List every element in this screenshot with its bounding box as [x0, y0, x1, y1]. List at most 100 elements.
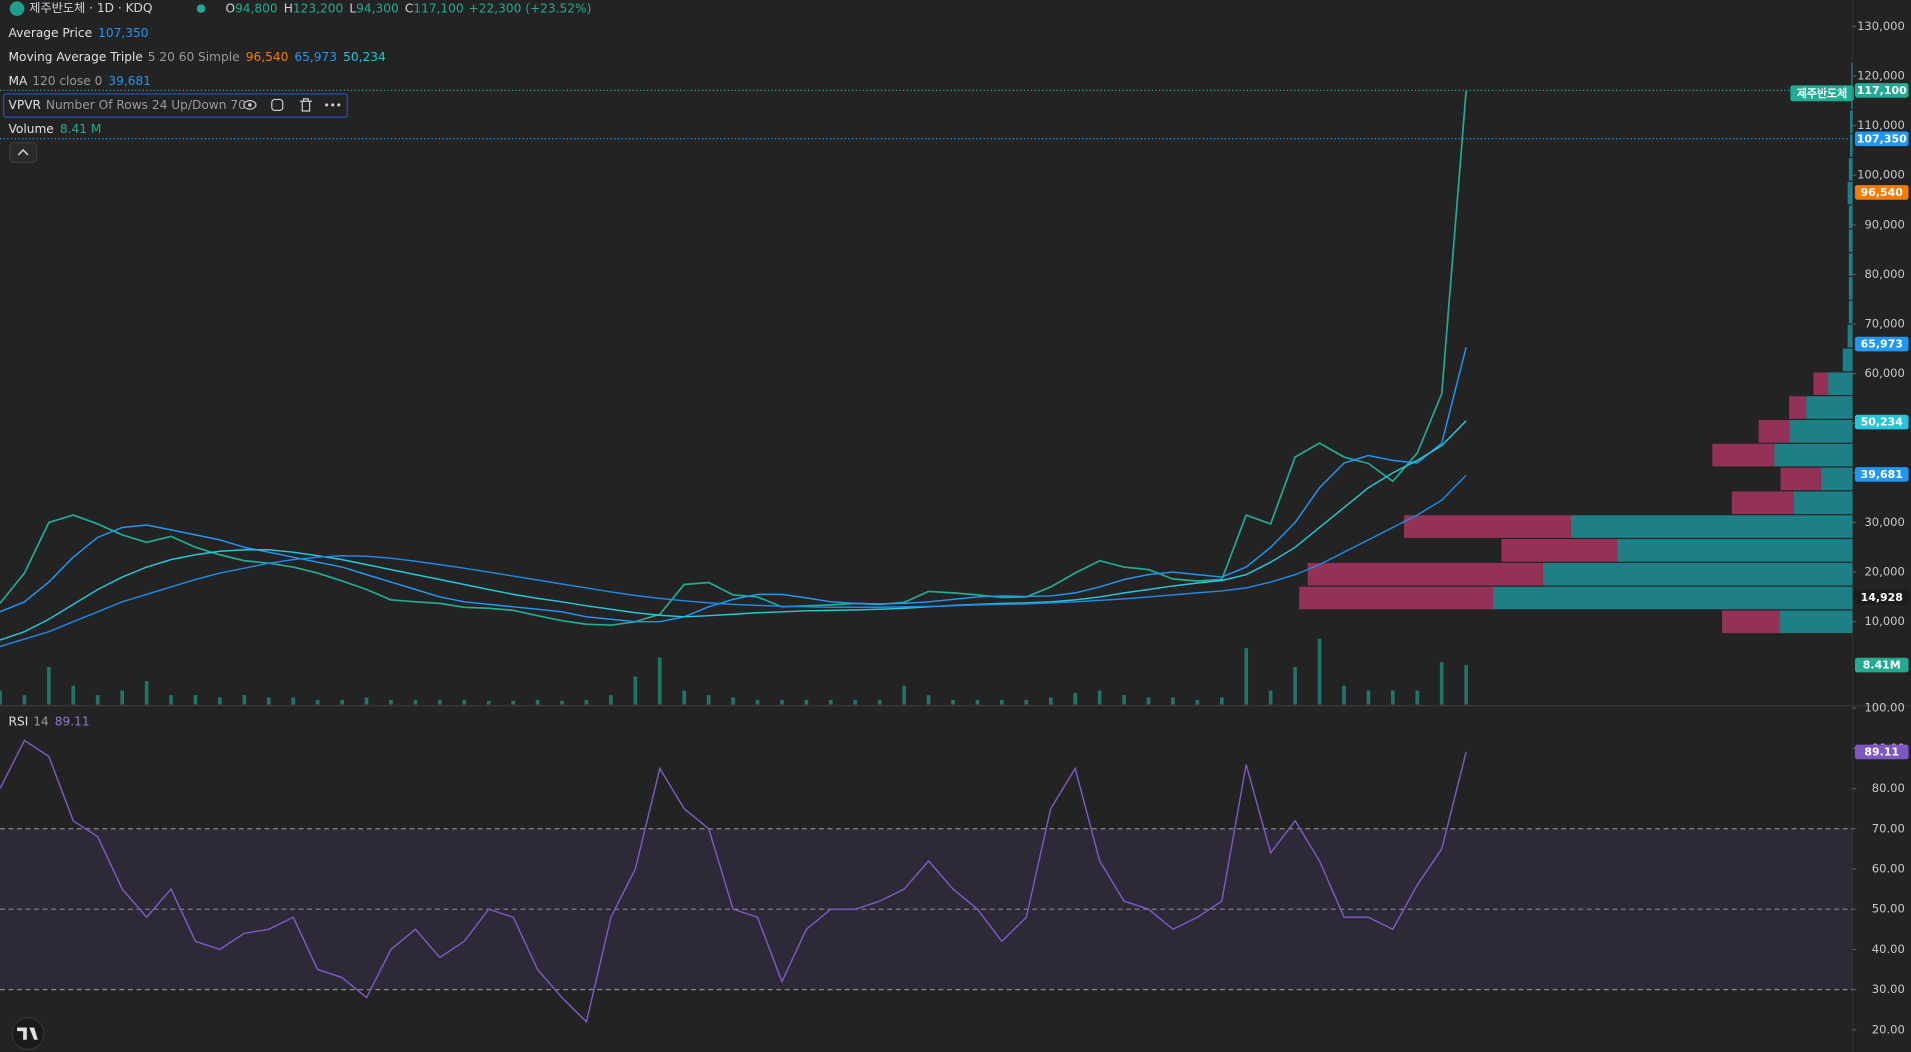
volume-bar: [438, 699, 442, 705]
vpvr-up: [1570, 515, 1853, 538]
legend-name: Average Price: [9, 26, 93, 40]
price-marker-label: 14,928: [1861, 591, 1903, 604]
volume-bar: [218, 697, 222, 705]
ohlc: O94,800 H123,200 L94,300 C117,100 +22,300 (+…: [225, 1, 591, 15]
volume-bar: [1391, 690, 1395, 705]
volume-bar: [1366, 690, 1371, 705]
volume-bar: [853, 699, 858, 705]
vpvr-up: [1850, 134, 1853, 157]
y-tick-label: 90,000: [1864, 217, 1904, 231]
eye-icon[interactable]: [243, 100, 257, 110]
ohlc-key: C: [405, 1, 414, 15]
vpvr-up: [1848, 158, 1853, 181]
tv-logo[interactable]: [11, 1017, 45, 1051]
legend-value: 65,973: [294, 50, 337, 64]
price-marker: [1854, 83, 1909, 98]
legend-value: 96,540: [246, 50, 289, 64]
vpvr-up: [1851, 62, 1853, 86]
volume-bar: [291, 697, 296, 705]
vpvr-up: [1848, 277, 1853, 300]
vpvr-up: [1848, 205, 1853, 229]
volume-bar: [413, 699, 418, 705]
vpvr-up: [1794, 491, 1853, 515]
y-tick-label: 80,000: [1864, 267, 1904, 281]
volume-bar: [1048, 697, 1053, 705]
vpvr-down: [1722, 610, 1780, 634]
volume-bar: [609, 695, 613, 705]
price-marker: [1854, 185, 1909, 200]
legend-params: Number Of Rows 24 Up/Down 70: [46, 98, 246, 112]
vpvr-up: [1806, 396, 1853, 419]
legend-row: Moving Average Triple 5 20 60 Simple 96,54…: [9, 50, 386, 64]
delete-icon[interactable]: [299, 98, 312, 112]
legend-name: RSI: [9, 714, 29, 728]
ohlc-value: 94,800: [235, 1, 278, 15]
volume-bar: [1268, 690, 1273, 705]
legend-selected-box: [3, 93, 348, 118]
volume-bar: [266, 697, 271, 705]
settings-icon[interactable]: [271, 98, 284, 112]
vpvr-up: [1492, 586, 1853, 610]
moving-average: [0, 347, 1467, 623]
legend-value: 89.11: [55, 714, 90, 728]
volume-bar: [364, 697, 369, 705]
symbol-tag: [1790, 85, 1854, 102]
volume-bar: [682, 690, 687, 705]
ohlc-change: +22,300 (+23.52%): [469, 1, 592, 15]
vpvr-down: [1307, 562, 1543, 586]
legend-value: 107,350: [98, 26, 148, 40]
legend-row: Volume 8.41 M: [9, 122, 102, 136]
legend-row: RSI 14 89.11: [9, 714, 90, 728]
more-icon[interactable]: [325, 103, 341, 107]
volume-bar: [951, 699, 955, 705]
volume-bar: [1293, 666, 1297, 705]
volume-bar: [804, 699, 809, 705]
price-marker-label: 39,681: [1861, 468, 1903, 481]
volume-bar: [1439, 662, 1444, 705]
moving-average: [0, 474, 1467, 648]
vpvr-up: [1789, 420, 1853, 443]
vpvr-down: [1404, 515, 1571, 538]
volume-bar: [1464, 665, 1468, 705]
vpvr-down: [1731, 491, 1794, 515]
vpvr-up: [1848, 253, 1853, 276]
volume-bar: [535, 699, 540, 705]
vpvr-up: [1542, 562, 1853, 586]
eye-pupil: [248, 103, 252, 107]
vpvr-up: [1847, 324, 1853, 348]
market-status: [196, 4, 206, 13]
legend-params: 5 20 60 Simple: [148, 50, 240, 64]
vpvr-up: [1774, 443, 1853, 467]
y-tick-label: 40.00: [1872, 942, 1905, 956]
price-marker-label: 107,350: [1857, 132, 1907, 145]
vpvr-up: [1828, 372, 1853, 395]
vpvr-up: [1779, 610, 1853, 634]
legend-params: 14: [33, 714, 49, 728]
price-marker: [1854, 657, 1909, 673]
volume-bar: [1073, 692, 1078, 705]
volume-bar: [1244, 648, 1249, 705]
price-marker: [1854, 467, 1909, 482]
y-tick-label: 100,000: [1857, 168, 1905, 182]
symbol-logo: [9, 1, 25, 16]
volume-bar: [731, 697, 735, 705]
vpvr-up: [1847, 181, 1853, 205]
volume-bar: [657, 657, 662, 705]
vpvr-up: [1848, 229, 1853, 253]
ohlc-text: O94,800 H123,200 L94,300 C117,100 +22,300 (+…: [225, 1, 591, 15]
volume-bar: [560, 700, 564, 705]
ohlc-value: 117,100: [413, 1, 463, 15]
price-marker-label: 96,540: [1861, 186, 1904, 199]
volume-bar: [828, 699, 833, 705]
vpvr-up: [1617, 539, 1853, 562]
collapse-button[interactable]: [9, 142, 38, 163]
symbol-title: 제주반도체 · 1D · KDQ: [29, 1, 152, 15]
vpvr-up: [1851, 86, 1853, 110]
legend-name: VPVR: [9, 98, 42, 112]
vpvr-down: [1789, 396, 1807, 419]
volume-bar: [144, 681, 149, 705]
volume-bar: [780, 699, 784, 705]
volume-bar: [120, 690, 125, 705]
volume-bar: [1000, 699, 1004, 705]
